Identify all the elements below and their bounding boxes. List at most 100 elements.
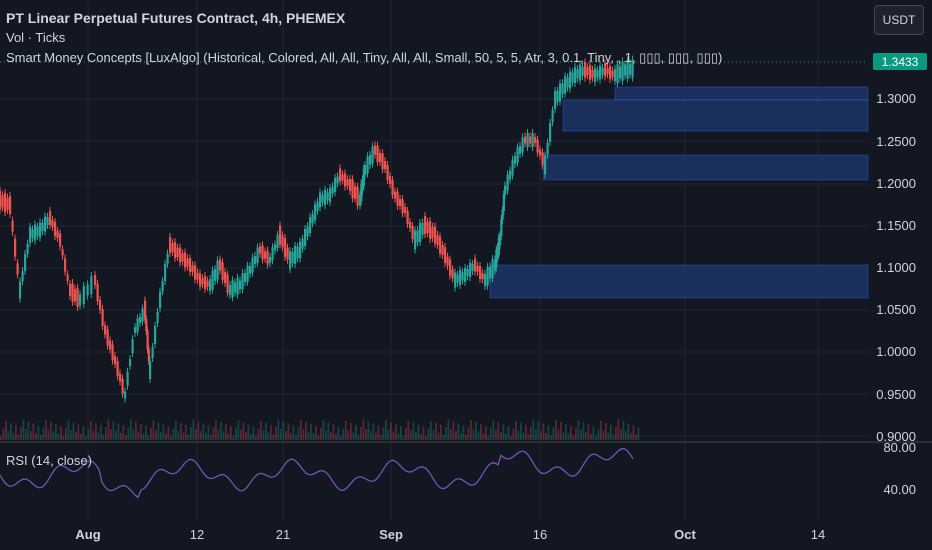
candle-body	[261, 245, 264, 260]
volume-bar	[317, 435, 320, 440]
candle-body	[236, 277, 239, 295]
volume-bar	[120, 433, 122, 440]
price-tick: 1.2000	[876, 176, 916, 191]
candle-body	[301, 238, 304, 249]
volume-bar	[632, 425, 635, 440]
volume-bar	[555, 420, 557, 440]
volume-bar	[100, 425, 102, 440]
candle-body	[414, 230, 417, 250]
volume-bar	[320, 428, 322, 440]
volume-bar	[635, 435, 637, 440]
volume-bar	[150, 428, 152, 440]
candle-body	[147, 349, 150, 361]
candle-body	[221, 262, 224, 281]
volume-bar	[515, 421, 517, 440]
volume-bar	[637, 427, 640, 440]
volume-bar	[82, 426, 85, 440]
candle-body	[584, 62, 587, 78]
candle-body	[549, 123, 552, 142]
volume-bar	[307, 431, 310, 440]
candle-body	[131, 339, 134, 354]
volume-bar	[152, 420, 155, 440]
candle-body	[191, 265, 194, 273]
volume-bar	[210, 435, 212, 440]
rsi-indicator-label[interactable]: RSI (14, close)	[6, 453, 92, 468]
volume-bar	[517, 430, 520, 440]
time-tick: Sep	[379, 527, 403, 542]
candle-body	[596, 70, 599, 78]
volume-bar	[562, 431, 565, 440]
volume-bar	[135, 422, 137, 440]
volume-bar	[40, 435, 42, 440]
candle-body	[454, 272, 457, 288]
volume-bar	[357, 434, 360, 440]
candle-body	[116, 361, 119, 377]
volume-bar	[32, 423, 35, 440]
volume-bar	[10, 423, 12, 440]
volume-bar	[70, 430, 72, 440]
volume-bar	[80, 434, 82, 440]
candle-body	[229, 285, 232, 295]
volume-bar	[497, 422, 500, 440]
candle-body	[481, 273, 484, 280]
volume-bar	[130, 420, 132, 440]
candle-body	[361, 179, 364, 191]
candle-body	[574, 67, 577, 83]
candle-body	[269, 257, 272, 263]
volume-bar	[225, 424, 227, 440]
smc-indicator-label[interactable]: Smart Money Concepts [LuxAlgo] (Historic…	[6, 50, 723, 65]
volume-bar	[367, 421, 370, 440]
currency-button[interactable]: USDT	[874, 5, 924, 35]
candle-body	[201, 278, 204, 285]
volume-bar	[465, 435, 467, 440]
volume-bar	[455, 431, 457, 440]
candle-body	[324, 190, 327, 205]
volume-bar	[267, 432, 270, 440]
volume-bar	[87, 428, 90, 440]
volume-bar	[42, 427, 45, 440]
candle-body	[24, 254, 27, 271]
candle-body	[461, 272, 464, 281]
candle-body	[399, 199, 402, 206]
candle-body	[409, 222, 412, 228]
candle-body	[486, 266, 489, 286]
candle-body	[631, 59, 634, 78]
candle-body	[601, 67, 604, 75]
volume-bar	[60, 426, 62, 440]
candle-body	[71, 283, 74, 302]
volume-bar	[90, 421, 92, 440]
volume-bar	[347, 430, 350, 440]
volume-bar	[105, 427, 107, 440]
volume-bar	[597, 428, 600, 440]
volume-indicator-label[interactable]: Vol · Ticks	[6, 30, 66, 45]
candle-body	[134, 327, 137, 333]
candle-body	[154, 326, 157, 344]
volume-bar	[587, 424, 590, 440]
volume-bar	[402, 435, 405, 440]
volume-bar	[385, 420, 387, 440]
volume-bar	[370, 431, 372, 440]
candle-body	[199, 273, 202, 287]
candle-body	[484, 274, 487, 286]
candle-body	[101, 309, 104, 326]
candle-body	[349, 179, 352, 191]
volume-bar	[255, 436, 257, 440]
volume-bar	[470, 420, 472, 440]
candle-body	[66, 274, 69, 281]
order-block-zone	[542, 154, 869, 181]
candle-body	[526, 133, 529, 147]
volume-bar	[235, 428, 237, 440]
volume-bar	[530, 427, 532, 440]
candle-body	[446, 256, 449, 266]
candle-body	[556, 90, 559, 102]
volume-bar	[57, 433, 60, 440]
volume-bar	[592, 426, 595, 440]
candle-body	[144, 300, 147, 320]
candle-body	[164, 264, 167, 281]
volume-bar	[612, 434, 615, 440]
candle-body	[46, 217, 49, 225]
volume-bar	[412, 422, 415, 440]
volume-bar	[202, 423, 205, 440]
candle-body	[169, 237, 172, 253]
